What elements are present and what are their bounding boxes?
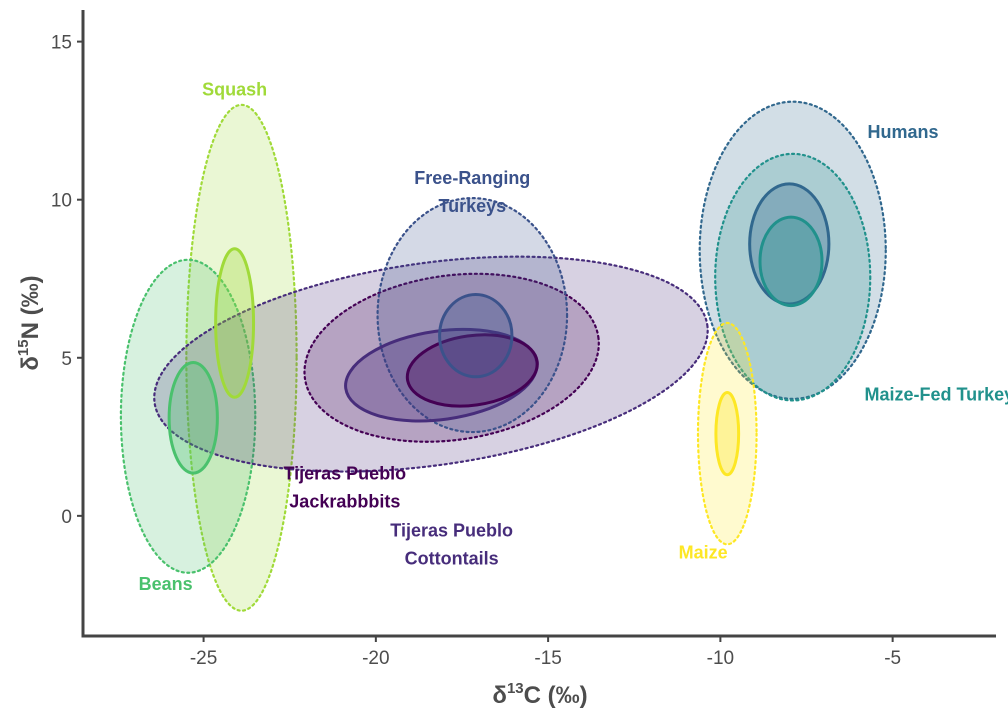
maize-fed-turkeys-inner-ellipse xyxy=(758,215,824,308)
tick-layer: -25 -20 -15 -10 -5 0 5 10 15 xyxy=(51,33,901,669)
x-tick-label: -20 xyxy=(362,648,389,669)
y-axis-title: δ15N (‰) xyxy=(15,275,44,370)
y-tick-label: 5 xyxy=(61,349,72,370)
y-tick-label: 10 xyxy=(51,191,72,212)
tijeras-pueblo-jackrabbbits-inner-ellipse xyxy=(405,333,539,408)
tijeras-pueblo-cottontails-label: Tijeras Pueblo Cottontails xyxy=(390,520,513,568)
humans-inner-ellipse xyxy=(748,182,831,306)
beans-inner-ellipse xyxy=(167,361,219,475)
squash-label: Squash xyxy=(202,79,267,99)
beans-label: Beans xyxy=(139,574,193,594)
x-tick-label: -5 xyxy=(884,648,901,669)
x-axis-title: δ13C (‰) xyxy=(492,680,587,709)
squash-outer-ellipse xyxy=(185,103,298,612)
tijeras-pueblo-jackrabbbits-label: Tijeras Pueblo Jackrabbbits xyxy=(283,464,406,512)
y-tick-label: 15 xyxy=(51,33,72,54)
maize-outer-ellipse xyxy=(696,321,758,546)
beans-outer-ellipse xyxy=(119,258,257,574)
maize-inner-ellipse xyxy=(714,391,741,477)
free-ranging-turkeys-label: Free-Ranging Turkeys xyxy=(414,168,530,216)
humans-outer-ellipse xyxy=(698,100,887,400)
label-layer: Squash Beans Tijeras Pueblo Cottontails Tije… xyxy=(139,79,1008,594)
ellipse-layer xyxy=(119,100,887,612)
y-tick-label: 0 xyxy=(61,507,72,528)
tijeras-pueblo-cottontails-outer-ellipse xyxy=(153,255,709,473)
axis-layer xyxy=(81,10,996,638)
x-tick-label: -15 xyxy=(534,648,561,669)
x-tick-label: -10 xyxy=(707,648,734,669)
humans-label: Humans xyxy=(867,122,938,142)
free-ranging-turkeys-outer-ellipse xyxy=(376,197,569,434)
free-ranging-turkeys-inner-ellipse xyxy=(438,293,514,379)
maize-label: Maize xyxy=(679,543,728,563)
maize-fed-turkeys-label: Maize-Fed Turkeys xyxy=(864,384,1008,404)
squash-inner-ellipse xyxy=(214,247,256,399)
x-tick-label: -25 xyxy=(190,648,217,669)
